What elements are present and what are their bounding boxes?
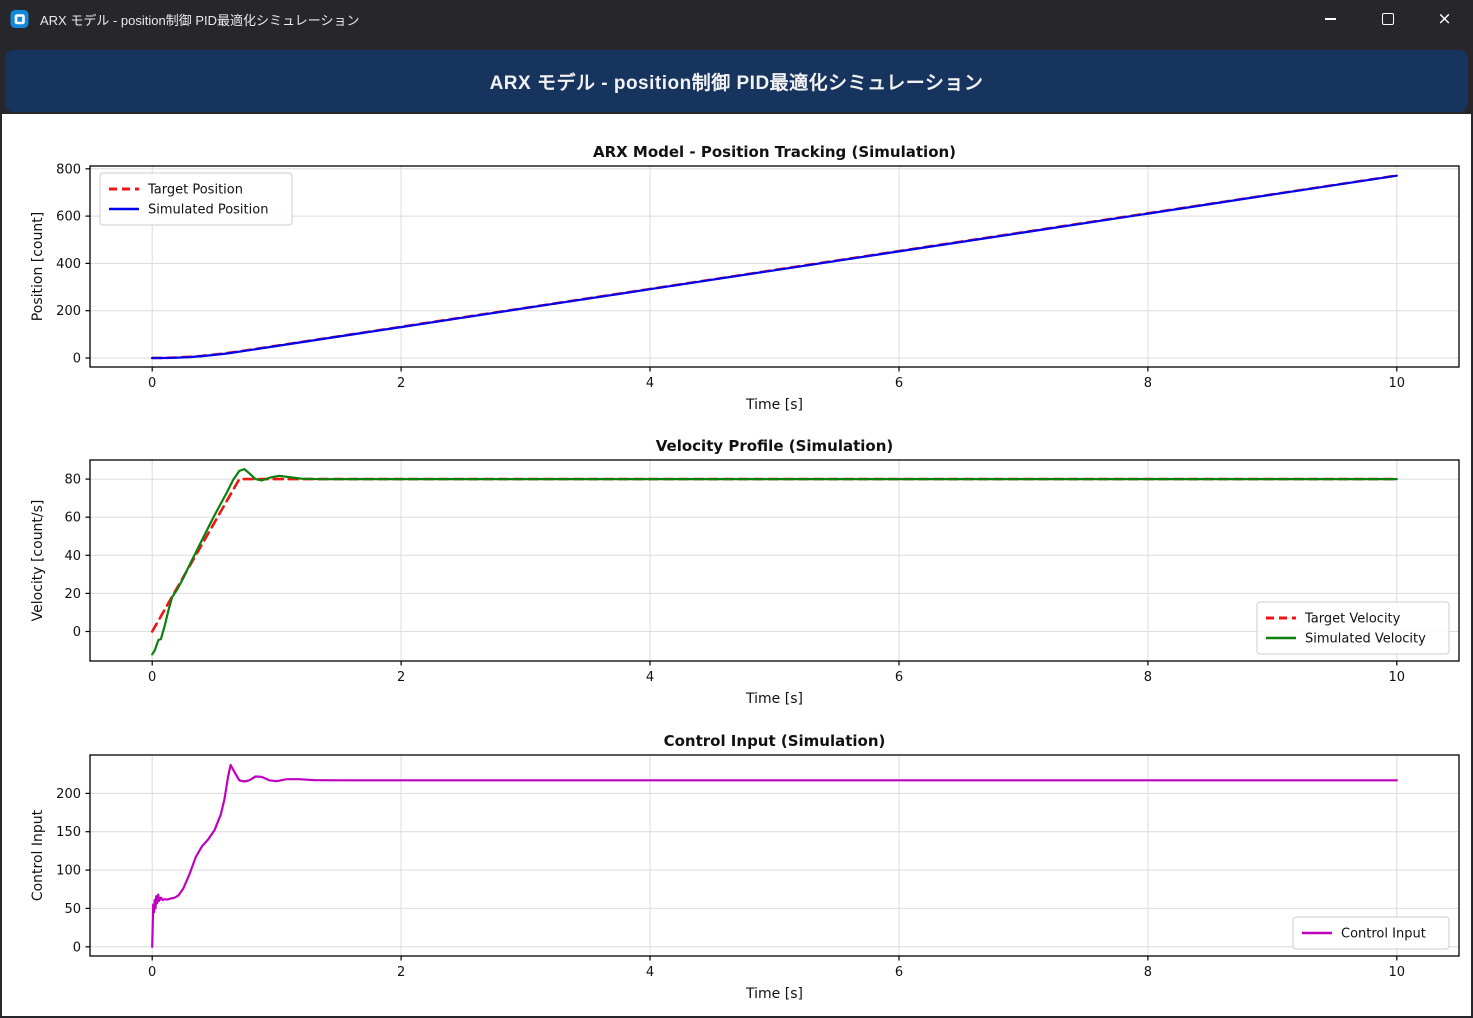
x-tick-label: 2 (397, 965, 405, 980)
y-tick-label: 0 (73, 940, 81, 955)
legend-label: Target Position (147, 183, 243, 198)
x-axis-label: Time [s] (745, 691, 803, 707)
legend: Target Velocity Simulated Velocity (1257, 602, 1449, 654)
x-axis-label: Time [s] (745, 986, 803, 1002)
x-tick-label: 6 (895, 376, 903, 391)
y-tick-label: 100 (56, 864, 81, 879)
window-title: ARX モデル - position制御 PID最適化シミュレーション (40, 10, 359, 29)
y-tick-label: 800 (56, 162, 81, 177)
y-tick-label: 50 (64, 902, 81, 917)
x-tick-label: 2 (397, 670, 405, 685)
maximize-button[interactable] (1359, 0, 1416, 38)
control-input-line (152, 765, 1397, 947)
window-titlebar: ARX モデル - position制御 PID最適化シミュレーション × (0, 0, 1473, 38)
y-tick-label: 0 (73, 625, 81, 640)
legend-label: Control Input (1341, 927, 1426, 942)
plot-title: ARX Model - Position Tracking (Simulatio… (593, 143, 956, 161)
header-banner: ARX モデル - position制御 PID最適化シミュレーション (5, 50, 1468, 112)
plot-velocity-profile-simulation: 0 2 4 6 8 10 0 20 40 60 80 Velocity Profile (Simula… (30, 437, 1459, 707)
figure-canvas: 02468100200400600800ARX Model - Position… (2, 114, 1471, 1016)
legend: Target Position Simulated Position (100, 173, 292, 225)
target-position-line (152, 176, 1397, 359)
x-tick-label: 8 (1144, 670, 1152, 685)
x-tick-label: 10 (1389, 670, 1406, 685)
x-tick-label: 0 (148, 670, 156, 685)
simulated-velocity-line (152, 469, 1397, 654)
app-icon-glyph (10, 9, 30, 29)
plot-title: Velocity Profile (Simulation) (656, 437, 894, 455)
minimize-button[interactable] (1302, 0, 1359, 38)
simulated-position-line (152, 176, 1397, 358)
axes-frame (90, 755, 1459, 956)
window-controls: × (1302, 0, 1473, 38)
legend-label: Target Velocity (1304, 612, 1401, 627)
y-axis-label: Velocity [count/s] (30, 500, 46, 622)
y-axis-label: Control Input (30, 809, 46, 901)
close-icon: × (1437, 11, 1451, 28)
plots-svg: 02468100200400600800ARX Model - Position… (2, 114, 1471, 1016)
x-tick-label: 6 (895, 670, 903, 685)
y-tick-label: 200 (56, 304, 81, 319)
y-tick-label: 400 (56, 257, 81, 272)
y-tick-label: 150 (56, 825, 81, 840)
maximize-icon (1382, 13, 1394, 25)
x-tick-label: 4 (646, 670, 654, 685)
y-tick-label: 40 (64, 549, 81, 564)
legend: Control Input (1293, 917, 1449, 949)
x-tick-label: 0 (148, 376, 156, 391)
legend-label: Simulated Position (148, 203, 268, 218)
header-title: ARX モデル - position制御 PID最適化シミュレーション (490, 68, 984, 95)
x-axis-label: Time [s] (745, 397, 803, 413)
x-tick-label: 10 (1389, 376, 1406, 391)
y-tick-label: 0 (73, 352, 81, 367)
x-tick-label: 8 (1144, 376, 1152, 391)
plot-control-input-simulation: 0246810050100150200Control Input (Simula… (30, 732, 1459, 1002)
x-tick-label: 6 (895, 965, 903, 980)
axes-frame (90, 460, 1459, 661)
plot-arx-model-position-tracking-simulation: 0 2 4 6 8 10 0 200 400 600 800 ARX Model - Position… (30, 143, 1459, 413)
x-tick-label: 0 (148, 965, 156, 980)
app-window: ARX モデル - position制御 PID最適化シミュレーション × AR… (0, 0, 1473, 1018)
y-axis-label: Position [count] (30, 212, 46, 321)
x-tick-label: 4 (646, 965, 654, 980)
x-tick-label: 2 (397, 376, 405, 391)
y-tick-label: 60 (64, 511, 81, 526)
x-tick-label: 8 (1144, 965, 1152, 980)
y-tick-label: 20 (64, 587, 81, 602)
x-tick-label: 10 (1389, 965, 1406, 980)
legend-label: Simulated Velocity (1305, 632, 1426, 647)
plot-title: Control Input (Simulation) (664, 732, 886, 750)
x-tick-label: 4 (646, 376, 654, 391)
y-tick-label: 80 (64, 473, 81, 488)
app-icon (10, 9, 30, 29)
minimize-icon (1325, 18, 1336, 20)
y-tick-label: 600 (56, 210, 81, 225)
close-button[interactable]: × (1416, 0, 1473, 38)
y-tick-label: 200 (56, 787, 81, 802)
